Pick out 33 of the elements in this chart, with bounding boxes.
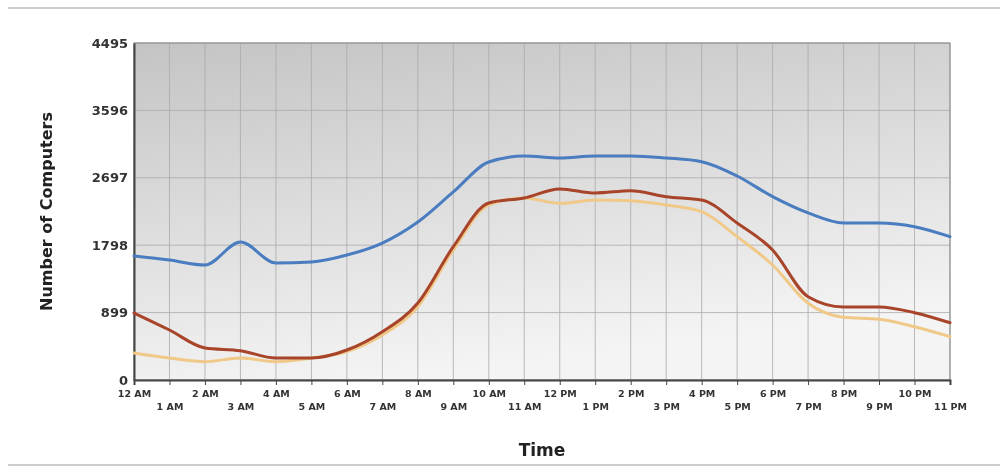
x-tick-label: 12 AM [117, 387, 152, 399]
x-tick-label: 7 PM [795, 400, 822, 412]
x-tick-label: 11 PM [934, 400, 967, 412]
y-tick-label: 4495 [91, 35, 128, 51]
y-tick-label: 899 [100, 305, 128, 321]
y-axis-title: Number of Computers [37, 112, 56, 311]
x-tick-label: 10 PM [898, 387, 932, 399]
x-tick-label: 3 PM [653, 400, 680, 412]
x-tick-label: 6 PM [759, 387, 787, 399]
x-tick-label: 9 PM [866, 400, 893, 412]
x-tick-label: 8 AM [404, 387, 432, 399]
y-tick-label: 3596 [91, 103, 128, 119]
line-series [132, 154, 952, 267]
x-tick-label: 12 PM [543, 387, 577, 399]
y-tick-label: 0 [118, 372, 128, 388]
x-tick-label: 10 AM [472, 387, 506, 399]
y-tick-label: 2697 [91, 170, 128, 186]
x-tick-label: 1 PM [582, 400, 609, 412]
x-tick-label: 7 AM [369, 400, 397, 412]
x-tick-label: 5 PM [724, 400, 751, 412]
x-tick-label: 5 AM [298, 400, 326, 412]
x-tick-label: 4 PM [688, 387, 716, 399]
x-axis-title: Time [518, 440, 566, 460]
x-tick-label: 2 AM [192, 387, 219, 399]
x-tick-label: 9 AM [440, 400, 468, 412]
x-tick-label: 4 AM [263, 387, 290, 399]
x-tick-label: 2 PM [618, 387, 645, 399]
x-tick-label: 8 PM [830, 387, 858, 399]
y-tick-label: 1798 [91, 237, 128, 253]
x-tick-label: 11 AM [508, 400, 542, 412]
x-tick-label: 1 AM [156, 400, 184, 412]
x-tick-label: 6 AM [334, 387, 361, 399]
x-tick-label: 3 AM [227, 400, 255, 412]
